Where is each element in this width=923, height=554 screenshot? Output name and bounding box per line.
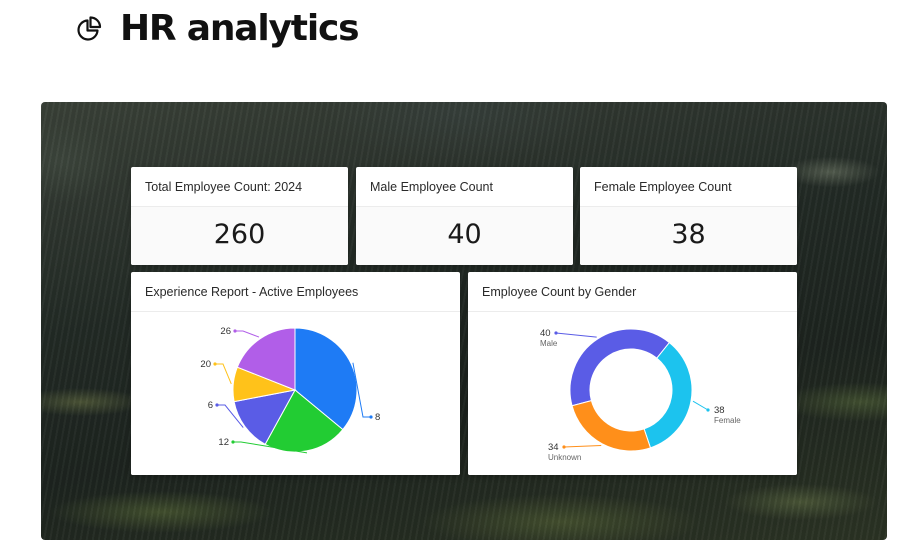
leader-dot <box>369 415 373 419</box>
leader-dot <box>562 445 566 449</box>
pie-slice[interactable] <box>233 389 296 446</box>
pie-slice[interactable] <box>294 327 358 431</box>
kpi-label: Total Employee Count: 2024 <box>131 167 348 207</box>
donut-slice[interactable] <box>571 399 652 452</box>
leader-line <box>352 362 371 418</box>
data-label: 34 <box>548 442 559 453</box>
kpi-value: 40 <box>447 219 482 250</box>
data-label: 6 <box>208 400 213 411</box>
data-label: 38 <box>714 405 725 416</box>
leader-dot <box>231 440 235 444</box>
gender-chart-card[interactable]: Employee Count by Gender 40 Male 38 Female 3… <box>468 272 797 475</box>
experience-pie-chart: 8 12 6 20 26 <box>200 326 380 454</box>
leader-dot <box>213 362 217 366</box>
page-header: HR analytics <box>74 6 360 52</box>
leader-line <box>217 404 244 428</box>
category-label: Unknown <box>548 453 581 462</box>
data-label: 20 <box>200 359 211 370</box>
experience-chart-card[interactable]: Experience Report - Active Employees 8 12… <box>131 272 460 475</box>
leader-line <box>235 330 260 338</box>
pie-slice[interactable] <box>236 327 296 391</box>
donut-slice[interactable] <box>643 341 693 449</box>
data-label: 40 <box>540 328 551 339</box>
donut-slice[interactable] <box>569 328 671 407</box>
leader-line <box>563 445 602 448</box>
kpi-card-male-employees[interactable]: Male Employee Count 40 <box>356 167 573 265</box>
leader-dot <box>215 403 219 407</box>
category-label: Female <box>714 416 741 425</box>
leader-dot <box>233 329 237 333</box>
chart-title: Employee Count by Gender <box>468 272 797 312</box>
kpi-card-female-employees[interactable]: Female Employee Count 38 <box>580 167 797 265</box>
leader-line <box>555 332 597 338</box>
kpi-card-total-employees[interactable]: Total Employee Count: 2024 260 <box>131 167 348 265</box>
data-label: 12 <box>218 437 229 448</box>
kpi-value: 38 <box>671 219 706 250</box>
kpi-label: Male Employee Count <box>356 167 573 207</box>
data-label: 26 <box>220 326 231 337</box>
leader-line <box>233 441 308 454</box>
kpi-value: 260 <box>213 219 266 250</box>
leader-line <box>215 363 232 385</box>
chart-title: Experience Report - Active Employees <box>131 272 460 312</box>
data-label: 8 <box>375 412 380 423</box>
leader-line <box>692 400 709 411</box>
category-label: Male <box>540 339 558 348</box>
leader-dot <box>706 408 710 412</box>
leader-dot <box>554 331 558 335</box>
page-title: HR analytics <box>120 8 360 49</box>
pie-chart-icon <box>74 14 104 44</box>
kpi-label: Female Employee Count <box>580 167 797 207</box>
